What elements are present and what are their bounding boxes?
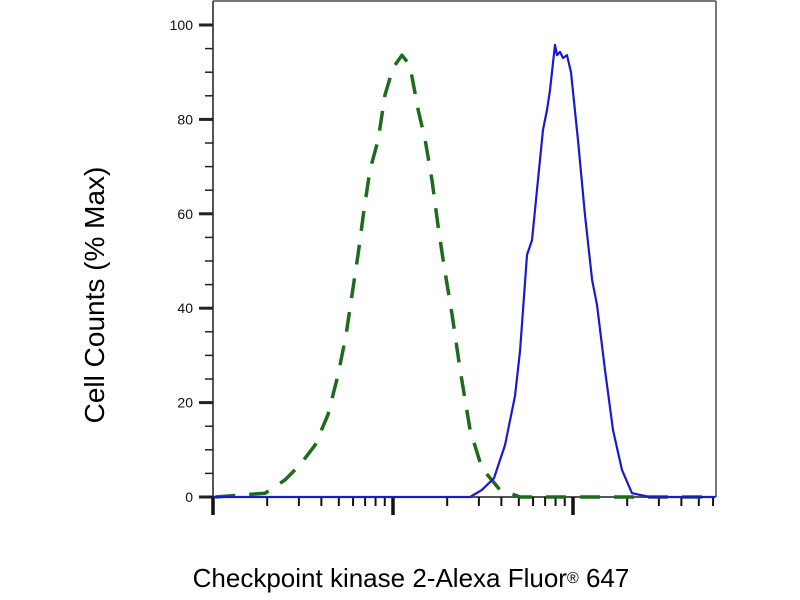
- sample-histogram-line: [213, 43, 715, 499]
- x-axis-label: Checkpoint kinase 2-Alexa Fluor® 647: [193, 563, 630, 594]
- y-tick-label: 60: [177, 206, 193, 222]
- x-axis-label-main: Checkpoint kinase 2-Alexa Fluor: [192, 563, 567, 593]
- y-tick-label: 100: [170, 17, 194, 33]
- y-tick-label: 20: [177, 395, 193, 411]
- y-tick-label: 40: [177, 300, 193, 316]
- registered-mark: ®: [566, 570, 579, 587]
- y-axis-label: Cell Counts (% Max): [79, 166, 110, 424]
- control-histogram-line: [215, 53, 715, 499]
- x-axis-label-tail: 647: [578, 563, 630, 593]
- y-tick-label: 80: [177, 111, 193, 127]
- y-tick-label: 0: [185, 489, 193, 505]
